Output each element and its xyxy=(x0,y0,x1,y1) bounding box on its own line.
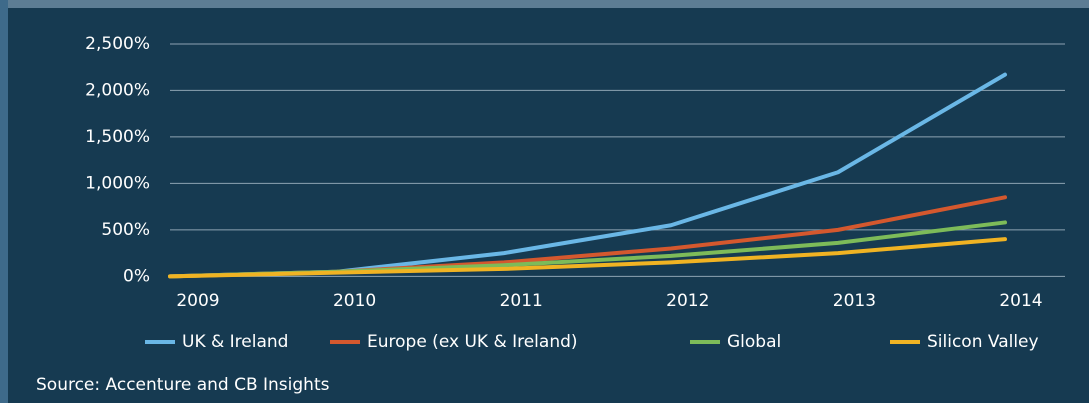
legend-label: Global xyxy=(727,332,781,352)
x-tick-label: 2011 xyxy=(500,291,543,311)
x-tick-label: 2014 xyxy=(999,291,1042,311)
series-line xyxy=(168,237,1007,279)
left-strip xyxy=(0,0,8,403)
y-tick-label: 1,500% xyxy=(85,127,150,147)
y-tick-label: 500% xyxy=(101,220,150,240)
y-tick-label: 0% xyxy=(123,266,150,286)
y-tick-label: 2,500% xyxy=(85,34,150,54)
legend-label: Europe (ex UK & Ireland) xyxy=(367,332,578,352)
x-tick-label: 2009 xyxy=(176,291,219,311)
top-strip xyxy=(0,0,1089,8)
x-tick-label: 2013 xyxy=(833,291,876,311)
x-tick-label: 2012 xyxy=(666,291,709,311)
x-tick-label: 2010 xyxy=(333,291,376,311)
legend-label: Silicon Valley xyxy=(927,332,1039,352)
source-note: Source: Accenture and CB Insights xyxy=(36,375,330,395)
legend-label: UK & Ireland xyxy=(182,332,288,352)
y-tick-label: 1,000% xyxy=(85,173,150,193)
y-tick-label: 2,000% xyxy=(85,80,150,100)
series-line xyxy=(168,72,1007,279)
